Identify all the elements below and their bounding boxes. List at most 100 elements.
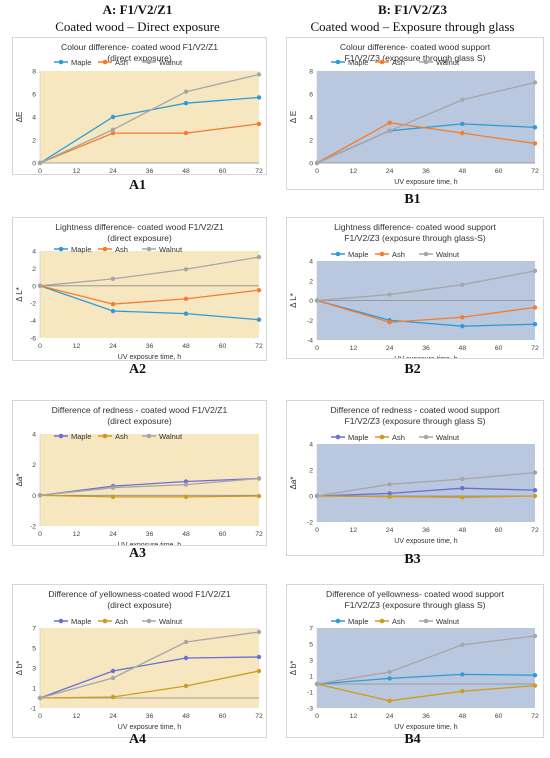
series-line-walnut: [39, 73, 260, 164]
panel-label: B3: [404, 552, 421, 567]
y-tick-label: -1: [30, 706, 36, 713]
legend-label: Walnut: [159, 432, 183, 441]
series-line-ash: [316, 122, 536, 164]
y-tick-label: 5: [309, 642, 313, 649]
legend-label: Maple: [348, 58, 368, 67]
legend-marker: [335, 618, 341, 624]
x-tick-label: 48: [459, 527, 467, 534]
x-axis-label: UV exposure time, h: [394, 356, 458, 358]
data-point-walnut: [110, 485, 116, 490]
data-point-walnut: [183, 482, 189, 487]
data-point-ash: [110, 694, 116, 700]
x-tick-label: 48: [182, 343, 190, 350]
chart-svg: Difference of yellowness- coated wood su…: [289, 589, 539, 731]
legend-label: Maple: [71, 58, 91, 67]
data-point-ash: [110, 494, 116, 500]
data-point-maple: [110, 308, 116, 314]
series-line-walnut: [39, 256, 260, 287]
data-point-walnut: [256, 476, 262, 481]
chart-svg: Colour difference- coated wood supportF1…: [289, 42, 539, 186]
series-line-ash: [39, 285, 260, 305]
data-point-walnut: [256, 72, 262, 77]
data-point-walnut: [532, 633, 538, 639]
x-tick-label: 48: [182, 168, 190, 174]
y-tick-label: 8: [309, 69, 313, 76]
legend-marker: [423, 251, 429, 257]
data-point-maple: [110, 668, 116, 674]
y-tick-label: 4: [32, 115, 36, 122]
legend-marker: [335, 59, 341, 65]
chart-title-line: (direct exposure): [107, 416, 172, 426]
series-line-walnut: [316, 270, 536, 302]
series-line-walnut: [316, 81, 536, 164]
data-point-walnut: [110, 675, 116, 681]
x-tick-label: 72: [531, 713, 539, 720]
x-tick-label: 36: [422, 168, 430, 175]
chart-title-line: (direct exposure): [107, 600, 172, 610]
y-tick-label: 5: [32, 646, 36, 653]
y-tick-label: -3: [307, 706, 313, 713]
data-point-maple: [183, 479, 189, 484]
chart-panel-b2: Lightness difference- coated wood suppor…: [286, 217, 544, 359]
y-tick-label: -1: [307, 690, 313, 697]
data-point-ash: [460, 130, 465, 136]
data-point-walnut: [314, 493, 320, 499]
chart-title-line: Difference of redness - coated wood F1/V…: [52, 405, 228, 415]
y-tick-label: -4: [30, 318, 36, 325]
x-tick-label: 12: [73, 168, 81, 174]
data-point-walnut: [387, 128, 392, 133]
legend-marker: [58, 59, 64, 65]
x-axis-label: UV exposure time, h: [118, 542, 182, 545]
x-axis-label: UV exposure time, h: [394, 179, 458, 186]
legend-marker: [102, 618, 108, 624]
legend-label: Ash: [115, 432, 128, 441]
x-tick-label: 24: [109, 531, 117, 538]
data-point-walnut: [256, 629, 262, 635]
chart-svg: Colour difference- coated wood F1/V2/Z1(…: [15, 42, 263, 174]
x-tick-label: 36: [422, 345, 430, 352]
data-point-ash: [183, 494, 189, 500]
chart-title-line: Difference of yellowness-coated wood F1/…: [48, 589, 231, 599]
series-line-maple: [316, 673, 536, 685]
legend-marker: [102, 433, 108, 439]
x-tick-label: 60: [495, 345, 503, 352]
series-line-ash: [39, 494, 260, 498]
y-tick-label: 3: [32, 666, 36, 673]
data-point-maple: [183, 655, 189, 661]
data-point-ash: [110, 130, 116, 136]
chart-panel-a4: Difference of yellowness-coated wood F1/…: [12, 584, 267, 738]
data-point-maple: [460, 486, 465, 491]
x-tick-label: 12: [73, 713, 81, 720]
data-point-ash: [183, 130, 189, 136]
y-tick-label: 4: [309, 115, 313, 122]
x-axis-label: UV exposure time, h: [118, 354, 182, 360]
y-axis-label: Δ E: [289, 111, 298, 123]
column-heading-b-desc: Coated wood – Exposure through glass: [310, 19, 515, 34]
x-tick-label: 60: [219, 343, 227, 350]
y-tick-label: -2: [307, 520, 313, 527]
y-axis-label: Δ b*: [289, 661, 298, 676]
data-point-ash: [460, 495, 465, 500]
legend-marker: [379, 59, 385, 65]
legend-label: Maple: [71, 432, 91, 441]
legend-marker: [423, 618, 429, 624]
x-tick-label: 12: [350, 345, 358, 352]
data-point-ash: [110, 301, 116, 307]
chart-title-line: F1/V2/Z3 (exposure through glass S): [345, 53, 486, 63]
series-line-walnut: [39, 631, 260, 699]
legend-marker: [58, 433, 64, 439]
legend-label: Maple: [71, 617, 91, 626]
panel-label: B4: [404, 732, 421, 747]
y-axis-label: Δa*: [15, 474, 24, 487]
x-tick-label: 48: [182, 531, 190, 538]
data-point-maple: [460, 672, 465, 677]
legend-marker: [58, 618, 64, 624]
data-point-walnut: [314, 681, 320, 687]
chart-panel-b1: Colour difference- coated wood support F1…: [286, 37, 544, 190]
y-tick-label: 2: [309, 278, 313, 285]
data-point-maple: [387, 676, 392, 681]
y-tick-label: 6: [309, 92, 313, 99]
data-point-ash: [532, 305, 538, 310]
series-line-ash: [39, 670, 260, 699]
x-tick-label: 60: [219, 168, 227, 174]
